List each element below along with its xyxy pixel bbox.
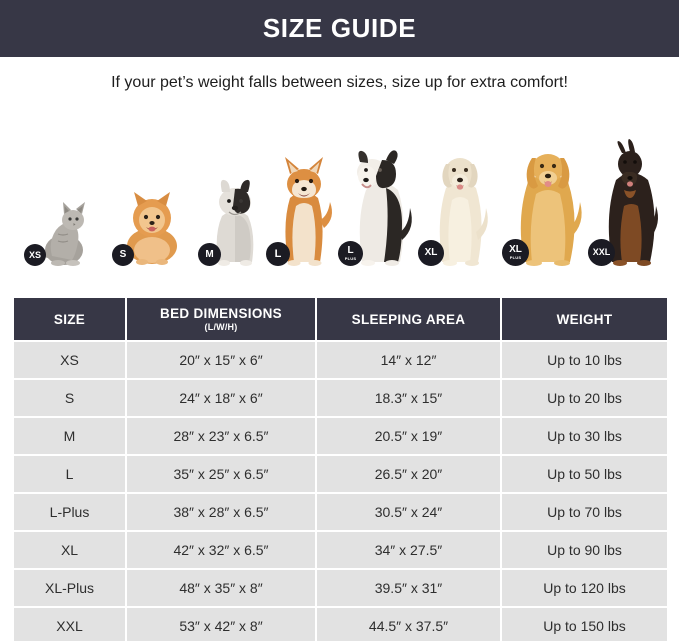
- cell-sleeping-area: 44.5″ x 37.5″: [317, 608, 500, 641]
- cell-dimensions: 35″ x 25″ x 6.5″: [127, 456, 315, 492]
- cell-dimensions: 53″ x 42″ x 8″: [127, 608, 315, 641]
- cell-dimensions: 28″ x 23″ x 6.5″: [127, 418, 315, 454]
- cell-weight: Up to 50 lbs: [502, 456, 667, 492]
- cell-sleeping-area: 34″ x 27.5″: [317, 532, 500, 568]
- cell-weight: Up to 90 lbs: [502, 532, 667, 568]
- animal-cell-xl: XL: [418, 142, 498, 266]
- column-header-weight: WEIGHT: [502, 298, 667, 340]
- size-guide-table: SIZE BED DIMENSIONS (L/W/H) SLEEPING ARE…: [12, 296, 669, 641]
- border-collie-dog-illustration: [342, 144, 422, 266]
- cell-weight: Up to 30 lbs: [502, 418, 667, 454]
- size-badge-xxl: XXL: [588, 239, 615, 266]
- cell-size: S: [14, 380, 125, 416]
- cell-size: M: [14, 418, 125, 454]
- table-row: XS 20″ x 15″ x 6″ 14″ x 12″ Up to 10 lbs: [14, 342, 667, 378]
- cell-weight: Up to 70 lbs: [502, 494, 667, 530]
- cell-sleeping-area: 18.3″ x 15″: [317, 380, 500, 416]
- animal-cell-xxl: XXL: [588, 138, 668, 266]
- animal-cell-m: M: [198, 178, 268, 266]
- gray-tabby-cat-illustration: [28, 194, 94, 266]
- size-badge-l-plus: L PLUS: [338, 241, 363, 266]
- golden-retriever-dog-illustration: [506, 138, 592, 266]
- cell-weight: Up to 150 lbs: [502, 608, 667, 641]
- animal-cell-s: S: [112, 188, 188, 266]
- pomeranian-dog-illustration: [116, 188, 188, 266]
- cell-dimensions: 48″ x 35″ x 8″: [127, 570, 315, 606]
- table-row: XXL 53″ x 42″ x 8″ 44.5″ x 37.5″ Up to 1…: [14, 608, 667, 641]
- shiba-inu-dog-illustration: [270, 154, 338, 266]
- labrador-retriever-dog-illustration: [422, 142, 498, 266]
- cell-weight: Up to 120 lbs: [502, 570, 667, 606]
- cell-size: XXL: [14, 608, 125, 641]
- animal-cell-xs: XS: [24, 194, 94, 266]
- size-badge-m: M: [198, 243, 221, 266]
- subtitle-note: If your pet’s weight falls between sizes…: [111, 74, 568, 91]
- french-bulldog-illustration: [202, 178, 268, 266]
- doberman-pinscher-dog-illustration: [592, 138, 668, 266]
- cell-sleeping-area: 14″ x 12″: [317, 342, 500, 378]
- cell-weight: Up to 10 lbs: [502, 342, 667, 378]
- cell-size: L-Plus: [14, 494, 125, 530]
- column-header-bed-dimensions: BED DIMENSIONS (L/W/H): [127, 298, 315, 340]
- table-row: L 35″ x 25″ x 6.5″ 26.5″ x 20″ Up to 50 …: [14, 456, 667, 492]
- header-banner: SIZE GUIDE: [0, 0, 679, 57]
- table-row: M 28″ x 23″ x 6.5″ 20.5″ x 19″ Up to 30 …: [14, 418, 667, 454]
- table-row: S 24″ x 18″ x 6″ 18.3″ x 15″ Up to 20 lb…: [14, 380, 667, 416]
- cell-dimensions: 42″ x 32″ x 6.5″: [127, 532, 315, 568]
- cell-weight: Up to 20 lbs: [502, 380, 667, 416]
- size-badge-xl: XL: [418, 240, 444, 266]
- animal-cell-l-plus: L PLUS: [338, 144, 422, 266]
- cell-sleeping-area: 30.5″ x 24″: [317, 494, 500, 530]
- column-header-sleeping-area: SLEEPING AREA: [317, 298, 500, 340]
- table-row: L-Plus 38″ x 28″ x 6.5″ 30.5″ x 24″ Up t…: [14, 494, 667, 530]
- animal-cell-xl-plus: XL PLUS: [502, 138, 592, 266]
- cell-sleeping-area: 20.5″ x 19″: [317, 418, 500, 454]
- table-header-row: SIZE BED DIMENSIONS (L/W/H) SLEEPING ARE…: [14, 298, 667, 340]
- cell-sleeping-area: 39.5″ x 31″: [317, 570, 500, 606]
- cell-dimensions: 24″ x 18″ x 6″: [127, 380, 315, 416]
- size-badge-xl-plus: XL PLUS: [502, 239, 529, 266]
- cell-dimensions: 38″ x 28″ x 6.5″: [127, 494, 315, 530]
- animal-size-strip: XS: [12, 138, 667, 266]
- column-header-size: SIZE: [14, 298, 125, 340]
- page-title: SIZE GUIDE: [262, 13, 417, 43]
- size-badge-l: L: [266, 242, 290, 266]
- size-badge-s: S: [112, 244, 134, 266]
- table-row: XL-Plus 48″ x 35″ x 8″ 39.5″ x 31″ Up to…: [14, 570, 667, 606]
- column-header-bed-dimensions-sublabel: (L/W/H): [204, 322, 238, 332]
- size-badge-xs: XS: [24, 244, 46, 266]
- cell-sleeping-area: 26.5″ x 20″: [317, 456, 500, 492]
- column-header-bed-dimensions-label: BED DIMENSIONS: [160, 306, 282, 321]
- cell-size: XL: [14, 532, 125, 568]
- cell-size: XL-Plus: [14, 570, 125, 606]
- cell-dimensions: 20″ x 15″ x 6″: [127, 342, 315, 378]
- cell-size: L: [14, 456, 125, 492]
- animal-cell-l: L: [266, 154, 338, 266]
- table-row: XL 42″ x 32″ x 6.5″ 34″ x 27.5″ Up to 90…: [14, 532, 667, 568]
- cell-size: XS: [14, 342, 125, 378]
